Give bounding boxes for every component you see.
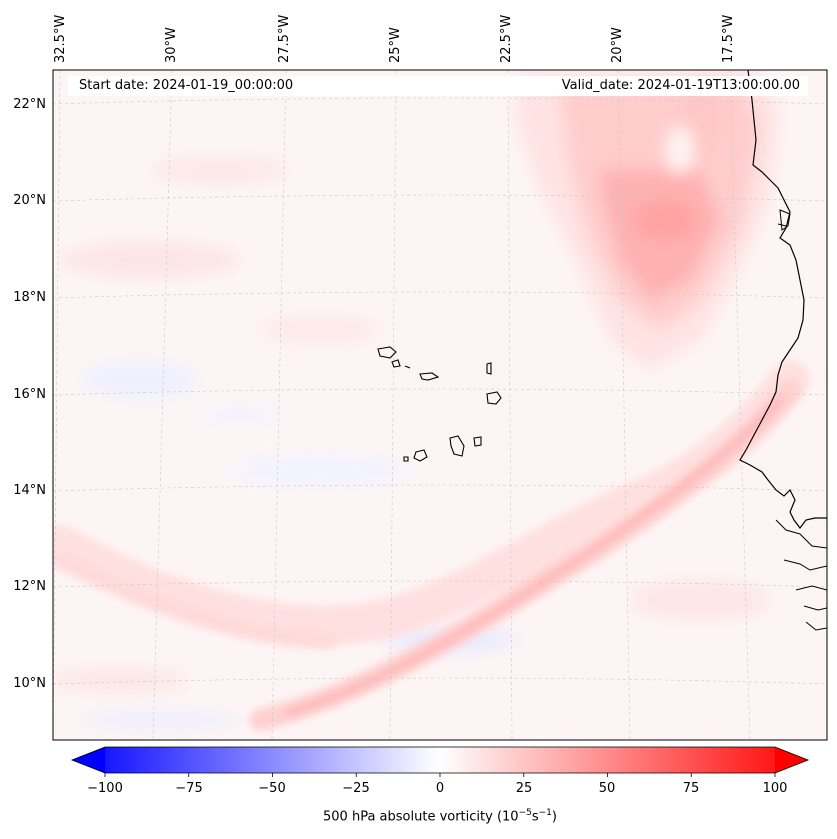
colorbar-tick-label: 75 [682,781,700,796]
lat-label-14n: 14°N [13,483,46,498]
header-background [68,76,808,96]
colorbar-tick-label: −50 [258,781,286,796]
lon-label-22.5w: 22.5°W [499,14,514,63]
lat-label-20n: 20°N [13,193,46,208]
colorbar [70,746,810,777]
colorbar-extend-left [72,747,105,773]
lat-label-22n: 22°N [13,97,46,112]
map-frame [52,69,828,741]
colorbar-label-prefix: 500 hPa absolute vorticity (10 [323,809,519,825]
colorbar-label-suffix: ) [551,809,557,825]
colorbar-ticks [104,773,776,777]
graticule [53,70,827,740]
colorbar-tick-label: 50 [598,781,616,796]
lon-label-20w: 20°W [610,27,625,63]
lon-label-17.5w: 17.5°W [721,14,736,63]
map-panel [53,70,827,740]
lon-label-30w: 30°W [164,27,179,63]
colorbar-label-exp2: −1 [538,808,552,818]
minor-vorticity-patches [53,156,770,692]
lat-label-18n: 18°N [13,290,46,305]
colorbar-label: 500 hPa absolute vorticity (10−5s−1) [323,808,557,824]
colorbar-tick-label: 100 [762,781,788,796]
cape-verde-islands [377,346,502,462]
colorbar-tick-label: 0 [435,781,445,796]
colorbar-tick-label: −75 [175,781,203,796]
lat-label-12n: 12°N [13,579,46,594]
colorbar-extend-right [775,747,808,773]
valid-date-label: Valid_date: 2024-01-19T13:00:00.00 [561,78,800,93]
start-date-label: Start date: 2024-01-19_00:00:00 [79,78,294,93]
negative-vorticity-areas [80,360,520,730]
colorbar-label-mid: s [531,809,539,825]
colorbar-tick-label: −25 [342,781,370,796]
lat-label-10n: 10°N [13,676,46,691]
africa-coastline [739,70,827,529]
lon-label-32.5w: 32.5°W [53,14,68,63]
colorbar-tick-label: 25 [515,781,533,796]
coastline-details [775,209,827,631]
colorbar-label-exp1: −5 [518,808,532,818]
colorbar-body [72,747,808,773]
vorticity-band [53,360,810,731]
lat-label-16n: 16°N [13,387,46,402]
colorbar-tick-label: −100 [87,781,123,796]
lon-label-25w: 25°W [388,27,403,63]
lon-label-27.5w: 27.5°W [277,14,292,63]
